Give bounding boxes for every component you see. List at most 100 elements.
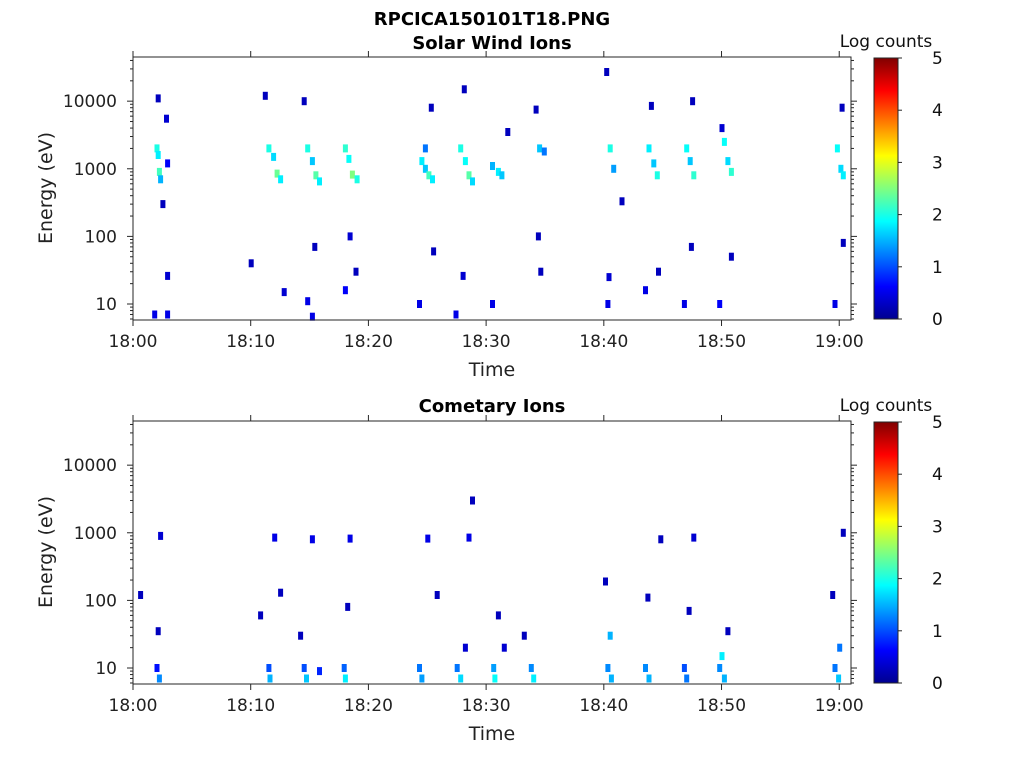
colorbar-tick-label: 1 <box>932 622 943 642</box>
heatmap-cell <box>604 68 610 76</box>
heatmap-cell <box>304 674 309 683</box>
heatmap-cell <box>499 171 505 180</box>
heatmap-cell <box>528 664 534 672</box>
heatmap-cell <box>721 137 727 146</box>
heatmap-cell <box>521 631 527 640</box>
cometary-plot-area <box>138 496 846 683</box>
heatmap-cell <box>266 144 272 153</box>
heatmap-cell <box>458 674 464 683</box>
heatmap-cell <box>428 103 434 112</box>
heatmap-cell <box>717 300 723 308</box>
x-tick-label: 18:00 <box>109 332 158 352</box>
heatmap-cell <box>656 267 661 276</box>
colorbar-tick-label: 1 <box>932 258 943 278</box>
colorbar-tick-label: 2 <box>932 206 943 226</box>
heatmap-cell <box>533 105 539 114</box>
heatmap-cell <box>317 177 322 186</box>
heatmap-cell <box>342 286 348 295</box>
heatmap-cell <box>838 164 844 173</box>
y-tick-label: 100 <box>85 227 117 247</box>
solar-wind-colorbar-ticks: 0 1 2 3 4 5 <box>898 49 943 330</box>
heatmap-cell <box>165 271 171 280</box>
heatmap-cell <box>434 591 440 599</box>
heatmap-cell <box>305 297 311 306</box>
solar-wind-ticks: 18:00 18:10 18:20 18:30 18:40 18:50 19:00 10 100… <box>63 51 864 352</box>
heatmap-cell <box>646 144 652 153</box>
cometary-axes-frame <box>132 420 852 685</box>
heatmap-cell <box>832 300 838 308</box>
y-tick-label: 10 <box>95 659 117 679</box>
y-tick-label: 1000 <box>74 160 117 180</box>
colorbar-tick-label: 2 <box>932 570 943 590</box>
heatmap-cell <box>681 300 687 308</box>
heatmap-cell <box>346 154 352 163</box>
heatmap-cell <box>353 267 359 276</box>
heatmap-cell <box>155 94 161 103</box>
heatmap-cell <box>605 664 611 672</box>
heatmap-cell <box>728 252 734 261</box>
heatmap-cell <box>643 286 648 295</box>
heatmap-cell <box>837 643 843 652</box>
y-tick-label: 10000 <box>63 456 117 476</box>
heatmap-cell <box>501 643 507 652</box>
heatmap-cell <box>691 533 697 542</box>
heatmap-cell <box>354 175 360 184</box>
heatmap-cell <box>643 664 648 672</box>
heatmap-cell <box>281 288 287 297</box>
heatmap-cell <box>538 267 544 276</box>
cometary-x-axis-label: Time <box>468 723 516 745</box>
heatmap-cell <box>840 528 846 537</box>
heatmap-cell <box>691 171 697 180</box>
heatmap-cell <box>719 124 725 133</box>
heatmap-cell <box>537 144 543 153</box>
colorbar-tick-label: 3 <box>932 153 943 173</box>
heatmap-cell <box>531 674 537 683</box>
heatmap-cell <box>154 144 160 153</box>
heatmap-cell <box>840 171 846 180</box>
heatmap-cell <box>495 611 501 620</box>
heatmap-cell <box>687 157 693 166</box>
heatmap-cell <box>490 300 495 308</box>
solar-wind-x-axis-label: Time <box>468 359 516 381</box>
heatmap-cell <box>606 273 612 282</box>
heatmap-cell <box>466 533 472 542</box>
colorbar-tick-label: 0 <box>932 310 943 330</box>
heatmap-cell <box>608 674 614 683</box>
x-tick-label: 18:10 <box>226 696 275 716</box>
heatmap-cell <box>298 631 304 640</box>
heatmap-cell <box>156 674 162 683</box>
heatmap-cell <box>728 167 734 176</box>
heatmap-cell <box>495 167 501 176</box>
y-tick-label: 1000 <box>74 524 117 544</box>
heatmap-cell <box>317 667 322 676</box>
heatmap-cell <box>458 144 464 153</box>
heatmap-cell <box>419 674 425 683</box>
heatmap-cell <box>342 674 348 683</box>
heatmap-cell <box>684 144 690 153</box>
heatmap-cell <box>721 674 727 683</box>
x-tick-label: 18:30 <box>462 332 511 352</box>
heatmap-cell <box>431 247 437 256</box>
heatmap-cell <box>839 103 845 112</box>
heatmap-cell <box>417 300 422 308</box>
heatmap-cell <box>155 151 161 159</box>
heatmap-cell <box>419 157 425 166</box>
solar-wind-plot-area <box>152 68 846 321</box>
heatmap-cell <box>654 171 660 180</box>
heatmap-cell <box>312 242 318 251</box>
x-tick-label: 19:00 <box>815 696 864 716</box>
heatmap-cell <box>535 232 541 241</box>
heatmap-cell <box>725 627 731 636</box>
heatmap-cell <box>313 171 319 180</box>
heatmap-cell <box>460 271 466 280</box>
solar-wind-colorbar-label: Log counts <box>840 32 933 52</box>
x-tick-label: 18:40 <box>579 696 628 716</box>
heatmap-cell <box>491 664 497 672</box>
heatmap-cell <box>305 144 311 153</box>
solar-wind-ions-panel: Solar Wind Ions 18:00 18:10 18:20 18:30 18:4… <box>35 32 943 381</box>
colorbar-tick-label: 5 <box>932 413 943 433</box>
heatmap-cell <box>278 588 284 597</box>
x-tick-label: 18:10 <box>226 332 275 352</box>
figure-title: RPCICA150101T18.PNG <box>374 9 610 30</box>
heatmap-cell <box>262 91 268 100</box>
